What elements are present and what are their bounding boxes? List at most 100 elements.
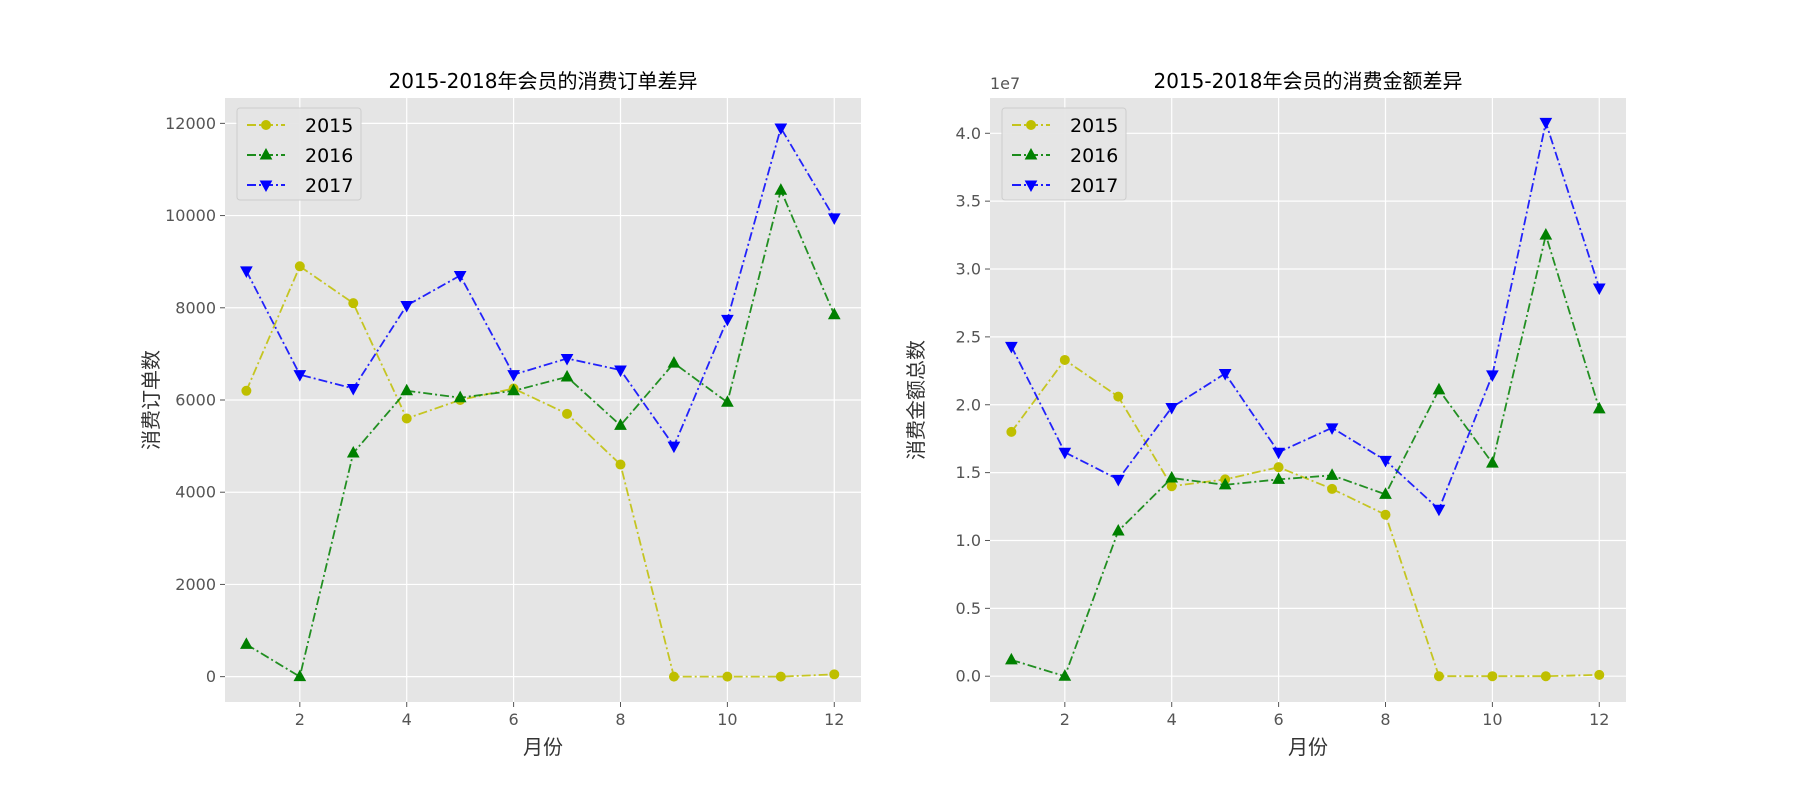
data-point	[1540, 671, 1551, 682]
series-line-2016	[1011, 231, 1601, 678]
y-tick-label: 12000	[165, 114, 216, 133]
series-2017	[240, 123, 841, 454]
data-point	[241, 385, 252, 396]
data-point	[829, 669, 840, 680]
data-point	[1594, 669, 1605, 680]
data-point	[1379, 487, 1392, 499]
data-point	[774, 183, 788, 195]
x-tick-label: 12	[1589, 710, 1609, 729]
data-point	[721, 395, 734, 407]
data-point	[453, 271, 467, 283]
legend-label-2016: 2016	[305, 145, 353, 167]
y-tick-label: 1.5	[956, 463, 981, 482]
legend: 2015 2016 2017	[1001, 107, 1127, 201]
y-tick-label: 0.5	[956, 599, 981, 618]
data-point	[453, 390, 467, 403]
legend-marker-2017	[1024, 180, 1038, 193]
x-tick-label: 10	[717, 710, 737, 729]
y-tick-label: 1.0	[956, 531, 981, 550]
grid-lines	[225, 98, 861, 702]
series-line-2015	[245, 264, 835, 678]
data-point	[1165, 402, 1179, 415]
data-point	[1325, 423, 1339, 435]
series-line-2016	[245, 187, 836, 679]
legend-marker-2016	[259, 147, 273, 160]
data-point	[293, 370, 307, 382]
data-point	[1058, 447, 1072, 460]
data-point	[721, 314, 734, 327]
data-point	[774, 123, 788, 136]
y-tick-label: 10000	[165, 206, 216, 225]
legend-marker-2015	[1026, 120, 1036, 130]
data-point	[1218, 369, 1232, 381]
data-point	[1005, 341, 1018, 354]
x-tick-label: 6	[509, 710, 519, 729]
y-tick-label: 2000	[175, 575, 216, 594]
legend-box	[1001, 107, 1127, 201]
data-point	[560, 369, 574, 382]
legend-marker-2015	[261, 120, 271, 130]
data-point	[614, 418, 627, 430]
data-point	[401, 413, 412, 424]
y-tick-label: 4000	[175, 483, 216, 502]
data-point	[1325, 468, 1339, 480]
y-axis-label: 消费金额总数	[904, 340, 928, 460]
y-tick-label: 8000	[175, 298, 216, 317]
x-tick-label: 2	[295, 710, 305, 729]
data-point	[294, 261, 305, 272]
data-point	[560, 354, 574, 366]
data-point	[1432, 382, 1446, 395]
y-tick-label: 6000	[175, 391, 216, 410]
x-tick-label: 8	[1380, 710, 1390, 729]
y-axis-label: 消费订单数	[139, 350, 163, 450]
data-point	[400, 383, 414, 396]
legend-marker-2017	[259, 180, 273, 193]
x-tick-label: 6	[1274, 710, 1284, 729]
data-point	[1005, 652, 1018, 665]
data-point	[1380, 509, 1391, 520]
legend-label-2017: 2017	[305, 175, 353, 197]
series-2016	[1005, 228, 1606, 681]
data-point	[615, 459, 626, 470]
data-point	[507, 383, 520, 396]
x-tick-label: 4	[1167, 710, 1177, 729]
data-point	[1592, 283, 1606, 296]
data-point	[240, 637, 253, 649]
x-axis-label: 月份	[1288, 735, 1328, 759]
data-point	[1272, 447, 1285, 460]
chart-panel-2: 2 4 6 8 10 12 0.0 0.5 1.0 1.5 2.0 2.5 3.0 3.5 4.0 1e7 20…	[904, 69, 1626, 759]
y-offset-label: 1e7	[990, 74, 1020, 93]
data-point	[1592, 401, 1606, 414]
data-point	[667, 441, 681, 454]
y-tick-label: 3.5	[956, 192, 981, 211]
data-point	[1539, 117, 1553, 130]
data-point	[507, 370, 520, 382]
y-tick-label: 4.0	[956, 124, 981, 143]
data-point	[1327, 483, 1338, 494]
series-line-2017	[1010, 118, 1601, 511]
data-point	[1487, 671, 1498, 682]
data-point	[346, 383, 360, 396]
legend-marker-2016	[1024, 147, 1038, 160]
legend: 2015 2016 2017	[236, 107, 362, 201]
data-point	[346, 445, 360, 458]
data-point	[1006, 426, 1017, 437]
data-point	[722, 671, 733, 682]
legend-label-2017: 2017	[1070, 175, 1118, 197]
data-point	[1113, 391, 1124, 402]
data-point	[1058, 669, 1072, 681]
data-point	[562, 408, 573, 419]
data-point	[1218, 477, 1232, 490]
chart-panel-1: 2 4 6 8 10 12 0 2000 4000 6000 8000 10000 12000 2015-…	[139, 69, 861, 759]
y-tick-label: 3.0	[956, 260, 981, 279]
data-point	[827, 213, 841, 225]
x-tick-label: 12	[824, 710, 844, 729]
x-axis-label: 月份	[523, 735, 563, 759]
x-tick-label: 8	[615, 710, 625, 729]
chart-title: 2015-2018年会员的消费订单差异	[388, 69, 697, 93]
legend-label-2015: 2015	[1070, 115, 1118, 137]
data-point	[668, 671, 679, 682]
x-tick-label: 10	[1482, 710, 1502, 729]
